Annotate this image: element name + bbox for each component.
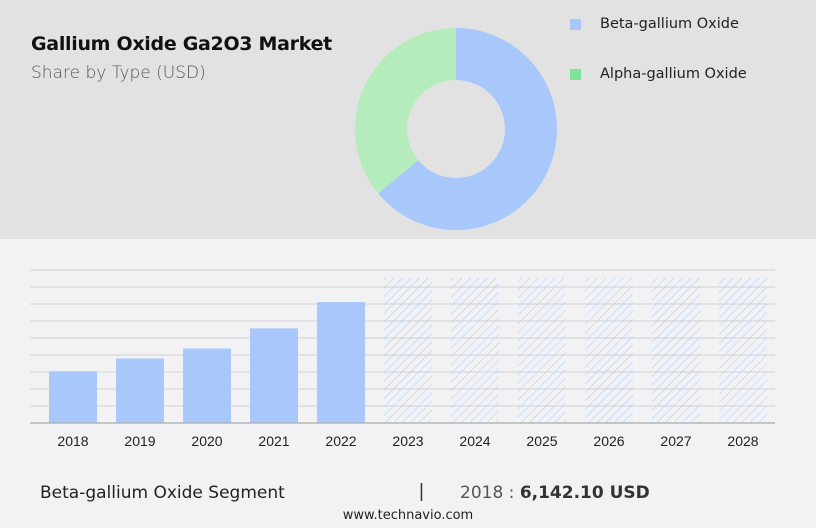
x-label-2018: 2018 <box>57 433 88 449</box>
segment-amount: 6,142.10 USD <box>519 483 650 503</box>
legend-label: Alpha-gallium Oxide <box>600 66 747 82</box>
x-label-2028: 2028 <box>727 433 758 449</box>
x-axis-labels: 2018 2019 2020 2021 2022 2023 2024 2025 2026 2027… <box>57 433 758 449</box>
chart-subtitle: Share by Type (USD) <box>31 63 206 83</box>
x-label-2023: 2023 <box>392 433 423 449</box>
bar-2018 <box>49 371 97 423</box>
segment-year: 2018 <box>460 483 504 503</box>
website-link[interactable]: www.technavio.com <box>342 508 474 523</box>
legend-swatch-beta <box>570 18 581 30</box>
legend-item-alpha: Alpha-gallium Oxide <box>570 64 747 84</box>
x-label-2025: 2025 <box>526 433 557 449</box>
forecast-bar-2023 <box>384 278 432 423</box>
page-title: Gallium Oxide Ga2O3 Market <box>31 33 332 55</box>
bar-chart: 2018 2019 2020 2021 2022 2023 2024 2025 2026 2027… <box>30 269 775 449</box>
bars <box>49 278 767 423</box>
x-label-2021: 2021 <box>258 433 289 449</box>
bar-2021 <box>250 328 298 423</box>
bar-2020 <box>183 348 231 423</box>
x-label-2026: 2026 <box>593 433 624 449</box>
x-label-2022: 2022 <box>325 433 356 449</box>
share-by-type-panel: Gallium Oxide Ga2O3 Market Share by Type… <box>0 0 816 239</box>
forecast-bar-2027 <box>652 278 700 423</box>
bar-2019 <box>116 358 164 423</box>
legend-label: Beta-gallium Oxide <box>600 16 739 32</box>
donut-slice-alpha <box>355 28 456 194</box>
forecast-bar-2024 <box>451 278 499 423</box>
legend-swatch-alpha <box>570 68 581 80</box>
segment-label: Beta-gallium Oxide Segment <box>40 483 285 503</box>
x-label-2020: 2020 <box>191 433 222 449</box>
forecast-bar-2026 <box>585 278 633 423</box>
bar-2022 <box>317 302 365 423</box>
donut-chart <box>355 28 557 231</box>
x-label-2024: 2024 <box>459 433 490 449</box>
forecast-bar-2025 <box>518 278 566 423</box>
x-label-2027: 2027 <box>660 433 691 449</box>
x-label-2019: 2019 <box>124 433 155 449</box>
legend-item-beta: Beta-gallium Oxide <box>570 14 747 34</box>
divider: | <box>419 481 424 502</box>
forecast-bar-2028 <box>719 278 767 423</box>
legend: Beta-gallium Oxide Alpha-gallium Oxide <box>570 14 747 114</box>
segment-value: 2018 : 6,142.10 USD <box>460 483 650 503</box>
